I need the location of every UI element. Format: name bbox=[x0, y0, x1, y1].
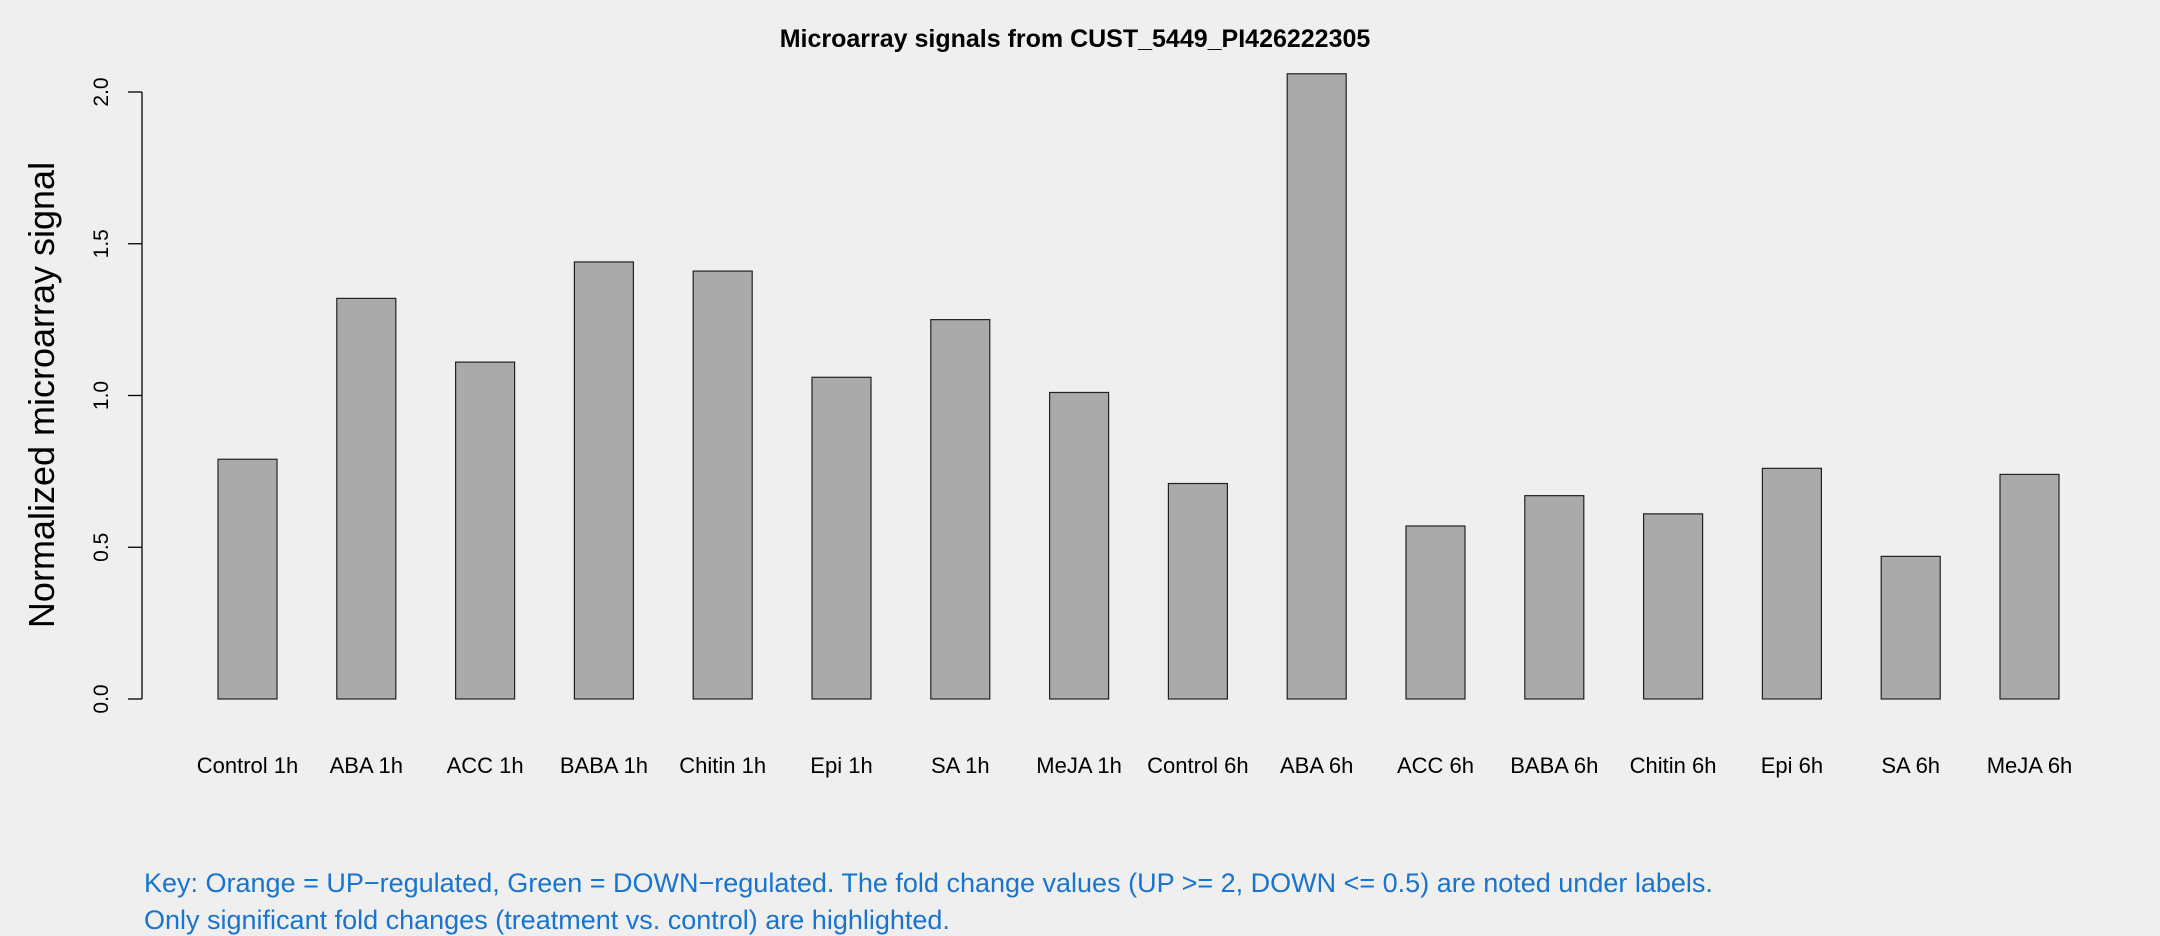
category-label: ACC 6h bbox=[1397, 753, 1474, 778]
bars bbox=[217, 73, 2060, 700]
category-label: ACC 1h bbox=[447, 753, 524, 778]
category-label: SA 1h bbox=[931, 753, 990, 778]
bar bbox=[1999, 473, 2060, 700]
chart-title: Microarray signals from CUST_5449_PI4262… bbox=[780, 25, 1371, 53]
bar bbox=[692, 270, 753, 700]
bar bbox=[1761, 467, 1823, 700]
category-label: Epi 1h bbox=[810, 753, 872, 778]
bar bbox=[811, 376, 872, 700]
category-label: Chitin 1h bbox=[679, 753, 766, 778]
bar bbox=[1286, 73, 1347, 700]
y-tick-label: 0.5 bbox=[90, 533, 113, 562]
category-label: Control 6h bbox=[1147, 753, 1249, 778]
category-label: ABA 1h bbox=[330, 753, 403, 778]
bar bbox=[1524, 495, 1585, 700]
category-label: MeJA 6h bbox=[1987, 753, 2073, 778]
category-label: SA 6h bbox=[1881, 753, 1940, 778]
key-line-1: Key: Orange = UP−regulated, Green = DOWN… bbox=[144, 868, 1713, 898]
y-tick-label: 1.0 bbox=[90, 381, 113, 410]
y-tick-label: 0.0 bbox=[90, 684, 113, 713]
bar bbox=[1642, 513, 1704, 700]
bar bbox=[573, 261, 635, 700]
bar bbox=[1048, 391, 1110, 700]
y-tick-label: 1.5 bbox=[90, 229, 113, 258]
y-ticks: 0.0 0.5 1.0 1.5 2.0 bbox=[90, 77, 142, 714]
y-tick-label: 2.0 bbox=[90, 77, 113, 106]
bar bbox=[217, 458, 278, 700]
category-label: Control 1h bbox=[197, 753, 299, 778]
bar bbox=[930, 319, 991, 700]
bar bbox=[1405, 525, 1466, 700]
category-label: ABA 6h bbox=[1280, 753, 1353, 778]
category-label: Chitin 6h bbox=[1630, 753, 1717, 778]
bar bbox=[455, 361, 516, 700]
bar bbox=[1880, 555, 1941, 700]
category-label: MeJA 1h bbox=[1036, 753, 1122, 778]
y-axis-label: Normalized microarray signal bbox=[21, 162, 62, 628]
bar bbox=[1167, 482, 1229, 700]
bar bbox=[336, 297, 397, 700]
category-label: BABA 1h bbox=[560, 753, 648, 778]
key-line-2: Only significant fold changes (treatment… bbox=[144, 905, 950, 935]
category-labels: Control 1h ABA 1h ACC 1h BABA 1h Chitin 1h Ep… bbox=[197, 753, 2073, 778]
category-label: BABA 6h bbox=[1510, 753, 1598, 778]
category-label: Epi 6h bbox=[1761, 753, 1823, 778]
